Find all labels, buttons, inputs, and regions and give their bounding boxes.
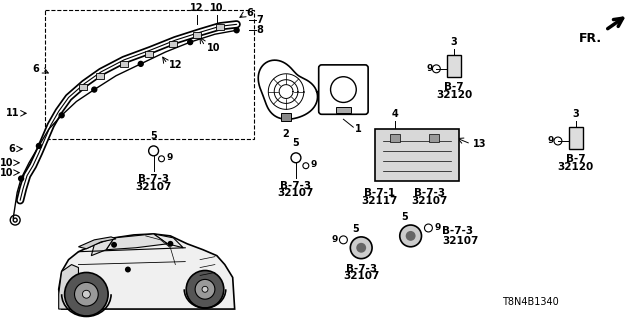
Text: 12: 12 [170, 60, 183, 70]
Bar [569, 127, 582, 149]
Text: 10: 10 [207, 43, 221, 53]
Circle shape [59, 113, 64, 118]
Text: 32107: 32107 [442, 236, 479, 246]
Polygon shape [59, 234, 235, 309]
Text: 5: 5 [352, 224, 358, 234]
Polygon shape [154, 234, 183, 248]
Bar [170, 41, 177, 47]
Circle shape [83, 290, 90, 298]
Text: 4: 4 [392, 109, 398, 119]
Circle shape [234, 28, 239, 33]
Polygon shape [92, 238, 114, 256]
Text: 9: 9 [548, 137, 554, 146]
Text: B-7: B-7 [566, 154, 586, 164]
Text: 5: 5 [150, 131, 157, 141]
Circle shape [36, 143, 42, 148]
Text: 1: 1 [355, 124, 362, 134]
Bar [216, 24, 224, 30]
Circle shape [168, 241, 173, 247]
Circle shape [19, 176, 24, 181]
Bar [120, 61, 128, 67]
Polygon shape [79, 237, 116, 249]
Bar [193, 32, 201, 38]
Circle shape [356, 243, 366, 253]
Text: 3: 3 [572, 109, 579, 119]
Text: 9: 9 [426, 64, 433, 73]
Bar [45, 11, 255, 139]
Circle shape [111, 242, 117, 248]
Circle shape [74, 282, 98, 306]
Text: 6: 6 [246, 8, 253, 19]
Text: 32120: 32120 [436, 90, 472, 100]
Circle shape [202, 286, 208, 292]
Bar [429, 134, 439, 142]
Bar [281, 113, 291, 121]
Text: B-7-1: B-7-1 [364, 188, 396, 198]
Text: B-7-3: B-7-3 [414, 188, 445, 198]
Text: 32107: 32107 [136, 181, 172, 192]
Circle shape [350, 237, 372, 259]
Text: 8: 8 [257, 25, 263, 35]
Text: 6: 6 [32, 64, 39, 74]
Circle shape [125, 267, 131, 272]
Text: T8N4B1340: T8N4B1340 [502, 297, 558, 307]
Text: 32107: 32107 [412, 196, 447, 206]
Circle shape [138, 61, 143, 66]
Text: B-7: B-7 [444, 82, 464, 92]
Bar [390, 134, 400, 142]
Text: B-7-3: B-7-3 [346, 264, 377, 274]
Text: 9: 9 [166, 153, 173, 162]
Bar [145, 51, 152, 57]
Circle shape [195, 279, 215, 299]
Text: 9: 9 [435, 223, 441, 233]
Text: 11: 11 [6, 108, 19, 118]
Text: 6: 6 [8, 144, 15, 154]
Circle shape [186, 270, 224, 308]
Circle shape [65, 272, 108, 316]
Text: B-7-3: B-7-3 [138, 174, 169, 184]
FancyBboxPatch shape [375, 129, 459, 180]
Circle shape [92, 87, 97, 92]
Text: 7: 7 [257, 15, 263, 25]
Circle shape [400, 225, 422, 247]
Text: 32120: 32120 [557, 162, 594, 172]
Text: 10: 10 [0, 168, 13, 178]
Bar [335, 108, 351, 113]
Text: 12: 12 [190, 4, 204, 13]
Circle shape [406, 231, 415, 241]
Text: B-7-3: B-7-3 [280, 180, 312, 190]
Text: 32107: 32107 [343, 271, 380, 282]
Text: 10: 10 [0, 158, 13, 168]
Text: B-7-3: B-7-3 [442, 226, 474, 236]
Text: 2: 2 [283, 129, 289, 139]
Polygon shape [106, 234, 168, 250]
Bar [447, 55, 461, 77]
Text: 3: 3 [451, 37, 458, 47]
Text: 5: 5 [401, 212, 408, 222]
Text: 5: 5 [292, 138, 300, 148]
Text: 9: 9 [331, 235, 337, 244]
Text: 13: 13 [473, 139, 486, 149]
Text: FR.: FR. [579, 32, 602, 45]
Bar [79, 84, 87, 90]
Bar [96, 73, 104, 79]
Text: 9: 9 [311, 160, 317, 169]
Text: 32107: 32107 [278, 188, 314, 198]
Circle shape [188, 40, 193, 44]
Text: 10: 10 [210, 4, 223, 13]
Text: 32117: 32117 [362, 196, 398, 206]
Polygon shape [59, 265, 79, 309]
